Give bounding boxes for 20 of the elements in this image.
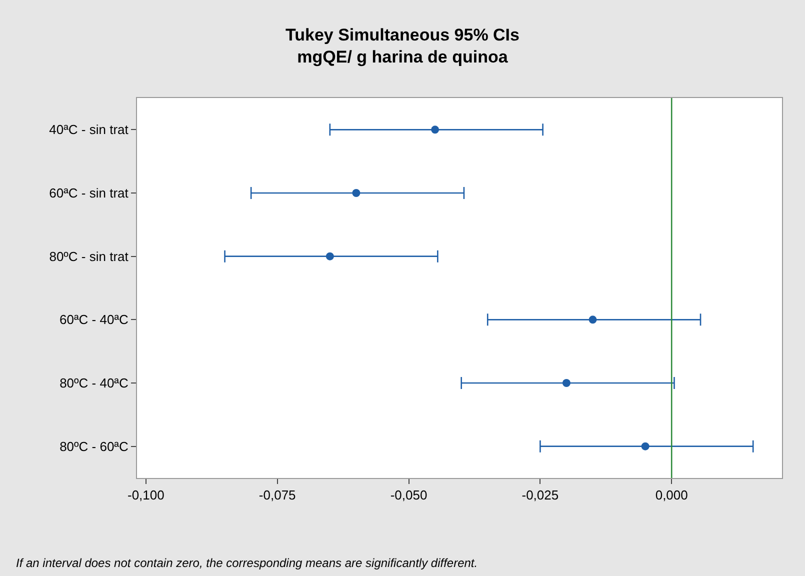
x-tick-label: -0,050 — [390, 488, 428, 503]
text: If an interval does not contain zero, the corresponding means are significantly different. — [16, 556, 478, 570]
point — [588, 316, 597, 324]
x-tick-label: -0,100 — [128, 488, 164, 503]
point — [326, 252, 334, 260]
y-tick-label: 60ªC - 40ªC — [60, 312, 128, 328]
point — [562, 379, 570, 387]
x-tick-label: 0,000 — [655, 488, 688, 503]
x-tick-label: -0,075 — [258, 488, 296, 503]
x-tick-label: -0,025 — [522, 488, 559, 503]
point — [352, 189, 360, 197]
point — [431, 126, 440, 134]
y-tick-label: 40ªC - sin trat — [49, 122, 129, 138]
y-tick-label: 80ºC - sin trat — [49, 248, 129, 264]
point — [641, 442, 650, 450]
y-tick-label: 80ºC - 40ªC — [60, 376, 128, 391]
y-tick-label: 60ªC - sin trat — [49, 186, 129, 201]
y-tick-label: 80ºC - 60ªC — [60, 438, 128, 454]
chart-title: Tukey Simultaneous 95% CIs — [286, 25, 520, 44]
chart-subtitle: mgQE/ g harina de quinoa — [297, 47, 508, 66]
